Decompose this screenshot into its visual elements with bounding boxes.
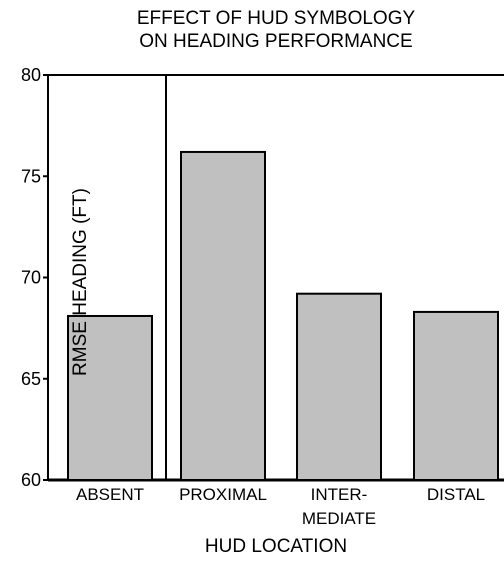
- chart-title-line: ON HEADING PERFORMANCE: [139, 31, 412, 52]
- y-tick-label: 60: [21, 470, 41, 490]
- x-tick-label: MEDIATE: [302, 509, 376, 528]
- y-tick-label: 65: [21, 369, 41, 389]
- x-tick-labels: ABSENT PROXIMAL INTER- MEDIATE DISTAL: [76, 485, 485, 528]
- x-tick-label: INTER-: [311, 485, 368, 504]
- bar: [67, 314, 153, 481]
- y-tick-label: 75: [21, 166, 41, 186]
- y-tick-label: 70: [21, 268, 41, 288]
- bar: [180, 150, 266, 481]
- x-tick-label: ABSENT: [76, 485, 144, 504]
- x-tick-label: PROXIMAL: [179, 485, 267, 504]
- bar: [413, 310, 499, 481]
- y-tick-label: 80: [21, 65, 41, 85]
- bar: [296, 292, 382, 482]
- chart-title-line: EFFECT OF HUD SYMBOLOGY: [137, 8, 416, 29]
- y-tick-labels: 60 65 70 75 80: [21, 65, 48, 490]
- x-axis-label: HUD LOCATION: [205, 536, 347, 557]
- x-tick-label: DISTAL: [427, 485, 485, 504]
- y-axis-label: RMSE HEADING (FT): [70, 188, 91, 376]
- bars: [67, 150, 499, 482]
